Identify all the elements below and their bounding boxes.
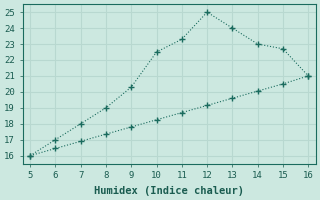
X-axis label: Humidex (Indice chaleur): Humidex (Indice chaleur) [94, 186, 244, 196]
